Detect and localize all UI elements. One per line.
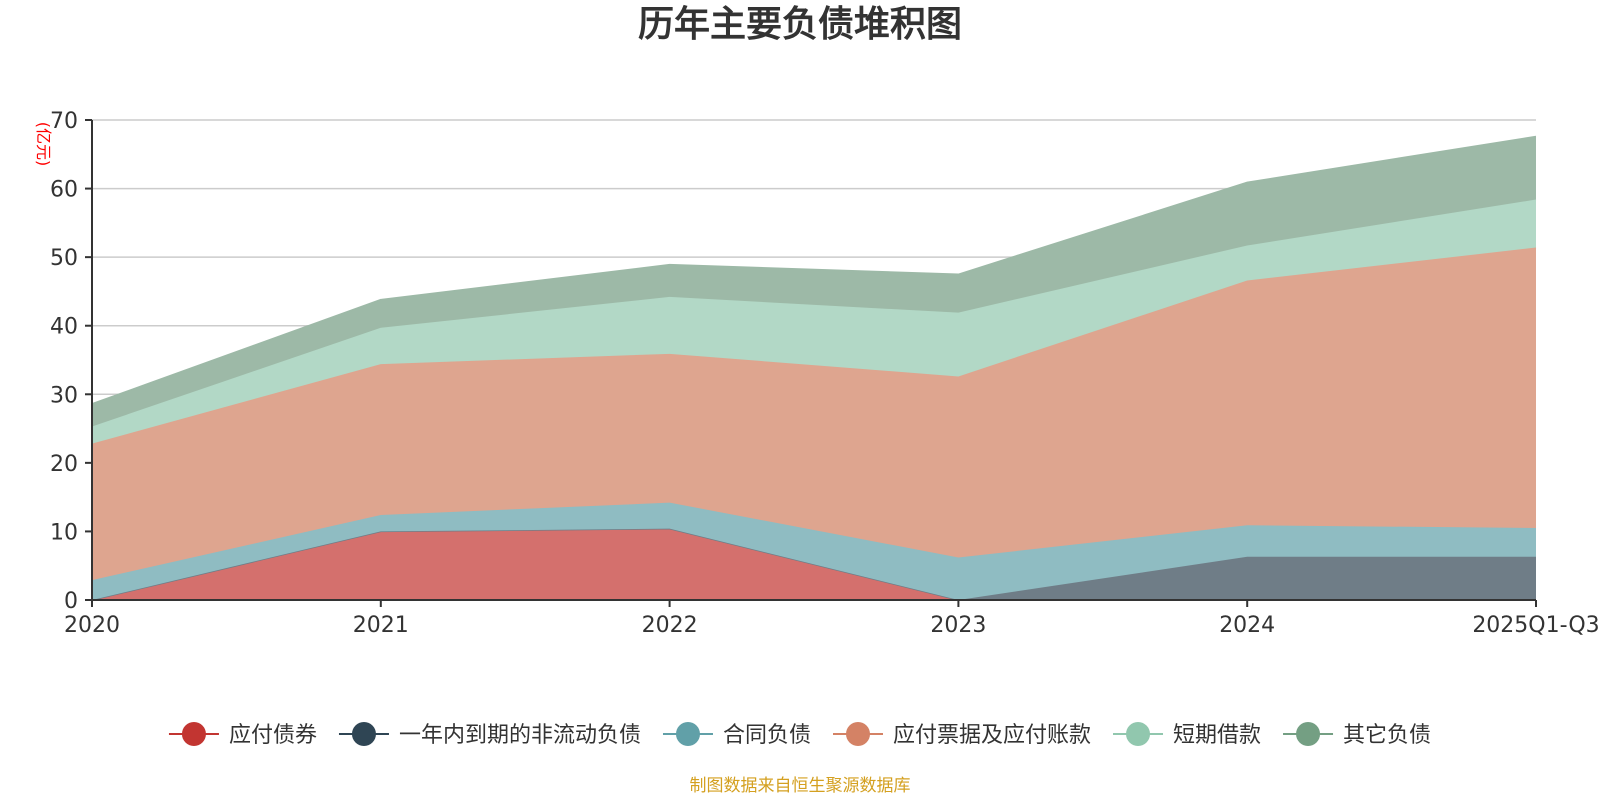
legend-item-3[interactable]: 合同负债 [663,722,811,748]
data-source-note: 制图数据来自恒生聚源数据库 [690,776,911,796]
legend[interactable]: 应付债券 一年内到期的非流动负债 合同负债 应付票据及应付账款 短期借款 其它负债 [169,722,1431,748]
area-series [92,136,1536,600]
y-tick-label: 30 [50,383,78,408]
x-tick-label: 2022 [642,613,698,638]
x-tick-label: 2021 [353,613,409,638]
legend-label: 其它负债 [1343,723,1431,748]
legend-marker [1296,722,1320,746]
legend-label: 短期借款 [1173,723,1261,748]
legend-marker [676,722,700,746]
y-tick-label: 60 [50,178,78,203]
x-tick-label: 2024 [1219,613,1275,638]
y-tick-label: 10 [50,520,78,545]
legend-label: 应付票据及应付账款 [893,723,1091,748]
legend-item-6[interactable]: 其它负债 [1283,722,1431,748]
y-tick-label: 0 [64,589,78,614]
y-tick-label: 20 [50,452,78,477]
legend-marker [352,722,376,746]
x-tick-label: 2023 [930,613,986,638]
legend-marker [1126,722,1150,746]
legend-item-2[interactable]: 一年内到期的非流动负债 [339,722,641,748]
stacked-area-chart: 历年主要负债堆积图 (亿元) 0102030405060702020 2021 20… [0,0,1600,800]
legend-item-1[interactable]: 应付债券 [169,722,317,748]
legend-label: 一年内到期的非流动负债 [399,723,641,748]
x-tick-label: 2025Q1-Q3 [1472,613,1599,638]
y-tick-label: 40 [50,315,78,340]
x-tick-label: 2020 [64,613,120,638]
y-tick-label: 50 [50,246,78,271]
legend-label: 合同负债 [723,723,811,748]
legend-marker [846,722,870,746]
legend-label: 应付债券 [229,723,317,748]
legend-marker [182,722,206,746]
legend-item-4[interactable]: 应付票据及应付账款 [833,722,1091,748]
legend-item-5[interactable]: 短期借款 [1113,722,1261,748]
y-tick-label: 70 [50,109,78,134]
chart-title: 历年主要负债堆积图 [638,4,962,45]
